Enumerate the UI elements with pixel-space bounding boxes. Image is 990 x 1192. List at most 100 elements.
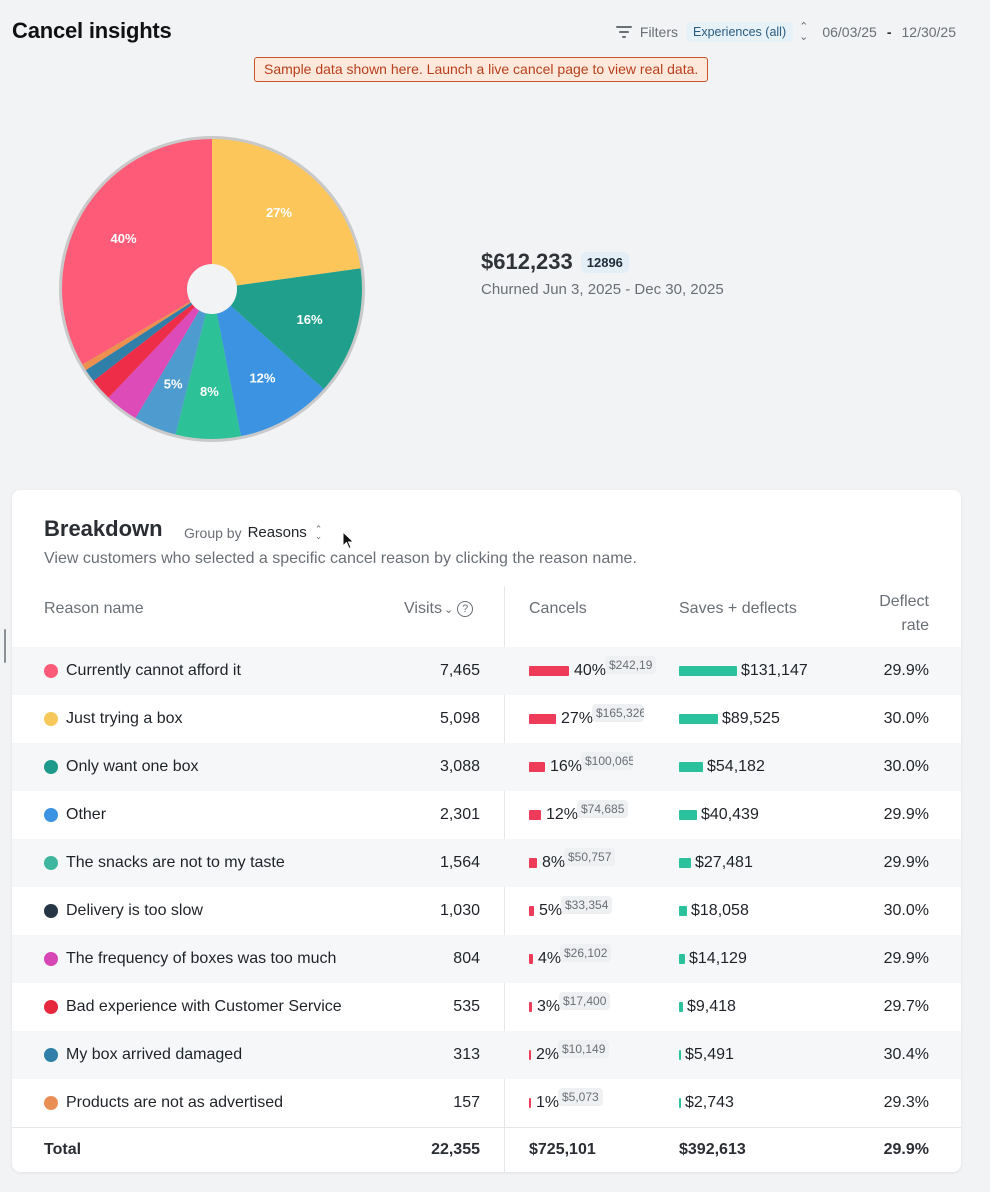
cancel-percent: 5%: [539, 902, 563, 919]
cancel-amount-badge: $242,19: [605, 656, 657, 674]
reason-name-link[interactable]: Other: [66, 806, 107, 823]
saves-bar: [679, 810, 697, 820]
cancel-share-bar: [529, 954, 533, 964]
pie-slice-label: 12%: [249, 371, 275, 386]
reason-name-link[interactable]: Only want one box: [66, 758, 199, 775]
reason-name-link[interactable]: Bad experience with Customer Service: [66, 998, 342, 1015]
reason-name-link[interactable]: Delivery is too slow: [66, 902, 203, 919]
cancel-percent: 1%: [536, 1094, 560, 1111]
total-saves: $392,613: [679, 1141, 746, 1158]
cancel-amount-badge: $165,326: [592, 704, 644, 722]
saves-amount: $18,058: [691, 902, 749, 919]
total-row: Total 22,355 $725,101 $392,613 29.9%: [12, 1127, 961, 1172]
visits-value: 804: [453, 950, 480, 967]
pie-slice[interactable]: [135, 289, 212, 435]
deflect-rate-value: 29.9%: [883, 950, 929, 967]
cancel-percent: 16%: [550, 758, 583, 775]
group-by-chevron-icon[interactable]: ⌃ ⌄: [314, 523, 323, 541]
column-header-visits[interactable]: Visits ⌄ ?: [404, 600, 474, 618]
visits-value: 3,088: [439, 758, 480, 775]
saves-bar: [679, 1002, 683, 1012]
group-by-value[interactable]: Reasons: [247, 524, 307, 541]
filters-button[interactable]: Filters: [639, 24, 679, 40]
experiences-dropdown-icon[interactable]: ⌃ ⌄: [799, 21, 809, 43]
column-header-saves[interactable]: Saves + deflects: [679, 600, 797, 617]
cancel-amount-badge: $50,757: [564, 848, 616, 866]
filter-icon[interactable]: [615, 26, 632, 38]
deflect-rate-value: 29.3%: [883, 1094, 929, 1111]
breakdown-card: Breakdown Group by Reasons ⌃ ⌄ View custo…: [12, 490, 961, 1172]
reason-color-dot: [44, 1000, 58, 1014]
pie-slice[interactable]: [82, 289, 212, 371]
saves-bar: [679, 762, 703, 772]
cancel-share-bar: [529, 762, 545, 772]
reason-name-link[interactable]: My box arrived damaged: [66, 1046, 243, 1063]
cancel-share-bar: [529, 666, 569, 676]
saves-amount: $5,491: [685, 1046, 734, 1063]
pie-slice-label: 27%: [266, 205, 292, 220]
pie-slice-label: 16%: [297, 312, 323, 327]
cancel-amount-badge: $17,400: [559, 992, 611, 1010]
date-start[interactable]: 06/03/25: [822, 24, 877, 40]
column-header-deflect-rate[interactable]: Deflect rate: [879, 590, 929, 638]
reason-color-dot: [44, 808, 58, 822]
group-by-label: Group by: [184, 524, 242, 541]
pie-slice[interactable]: [61, 139, 212, 365]
reason-name-link[interactable]: Products are not as advertised: [66, 1094, 284, 1111]
cancel-amount-badge: $10,149: [558, 1040, 610, 1058]
total-cancels: $725,101: [529, 1141, 596, 1158]
reason-color-dot: [44, 664, 58, 678]
saves-bar: [679, 1050, 681, 1060]
cancel-percent: 12%: [546, 806, 579, 823]
visits-value: 5,098: [439, 710, 480, 727]
pie-chart-svg: 40% 27% 16% 12% 8% 5%: [59, 136, 365, 442]
pie-slice[interactable]: [212, 268, 362, 390]
breakdown-title: Breakdown: [44, 516, 163, 541]
sort-chevron-icon[interactable]: ⌄: [443, 603, 454, 616]
visits-header-label[interactable]: Visits: [404, 600, 442, 617]
reason-name-link[interactable]: The frequency of boxes was too much: [66, 950, 337, 967]
resize-handle[interactable]: [4, 629, 6, 663]
cancel-percent: 40%: [574, 662, 607, 679]
reason-name-link[interactable]: The snacks are not to my taste: [66, 854, 285, 871]
saves-amount: $2,743: [685, 1094, 734, 1111]
saves-amount: $9,418: [687, 998, 736, 1015]
breakdown-table-body: Currently cannot afford it 7,465 40% $242,1…: [12, 647, 961, 1127]
table-row: Just trying a box 5,098 27% $165,326 $89,525…: [12, 695, 961, 743]
group-by-selector[interactable]: Group by Reasons ⌃ ⌄: [184, 524, 322, 541]
total-label: Total: [44, 1141, 82, 1158]
cancel-percent: 2%: [536, 1046, 560, 1063]
deflect-header-line1: Deflect: [879, 593, 929, 610]
cancel-share-bar: [529, 810, 541, 820]
reason-name-link[interactable]: Just trying a box: [66, 710, 183, 727]
reason-name-link[interactable]: Currently cannot afford it: [66, 662, 241, 679]
reason-color-dot: [44, 952, 58, 966]
help-icon[interactable]: ?: [457, 601, 474, 617]
visits-value: 535: [453, 998, 480, 1015]
column-header-reason[interactable]: Reason name: [44, 600, 144, 617]
pie-slice[interactable]: [212, 139, 361, 289]
deflect-rate-value: 29.9%: [883, 806, 929, 823]
saves-amount: $27,481: [695, 854, 753, 871]
table-row: Other 2,301 12% $74,685 $40,439 29.9%: [12, 791, 961, 839]
deflect-rate-value: 30.0%: [883, 758, 929, 775]
table-row: Currently cannot afford it 7,465 40% $242,1…: [12, 647, 961, 695]
pie-slice[interactable]: [85, 289, 212, 381]
cancel-share-bar: [529, 1098, 531, 1108]
pie-slice[interactable]: [93, 289, 212, 398]
column-header-cancels[interactable]: Cancels: [529, 600, 587, 617]
pie-center-hole: [187, 264, 237, 314]
cancel-amount-badge: $5,073: [558, 1088, 603, 1106]
cancel-share-bar: [529, 906, 534, 916]
date-end[interactable]: 12/30/25: [901, 24, 957, 40]
deflect-rate-value: 30.0%: [883, 710, 929, 727]
experiences-filter-badge[interactable]: Experiences (all): [686, 22, 794, 42]
pie-slice[interactable]: [108, 289, 212, 419]
cancel-reasons-pie-chart: 40% 27% 16% 12% 8% 5%: [57, 134, 367, 444]
deflect-rate-value: 30.4%: [883, 1046, 929, 1063]
pie-slice[interactable]: [212, 289, 324, 437]
deflect-rate-value: 29.7%: [883, 998, 929, 1015]
pie-slice[interactable]: [175, 289, 241, 440]
saves-amount: $14,129: [689, 950, 747, 967]
cancel-percent: 8%: [542, 854, 566, 871]
